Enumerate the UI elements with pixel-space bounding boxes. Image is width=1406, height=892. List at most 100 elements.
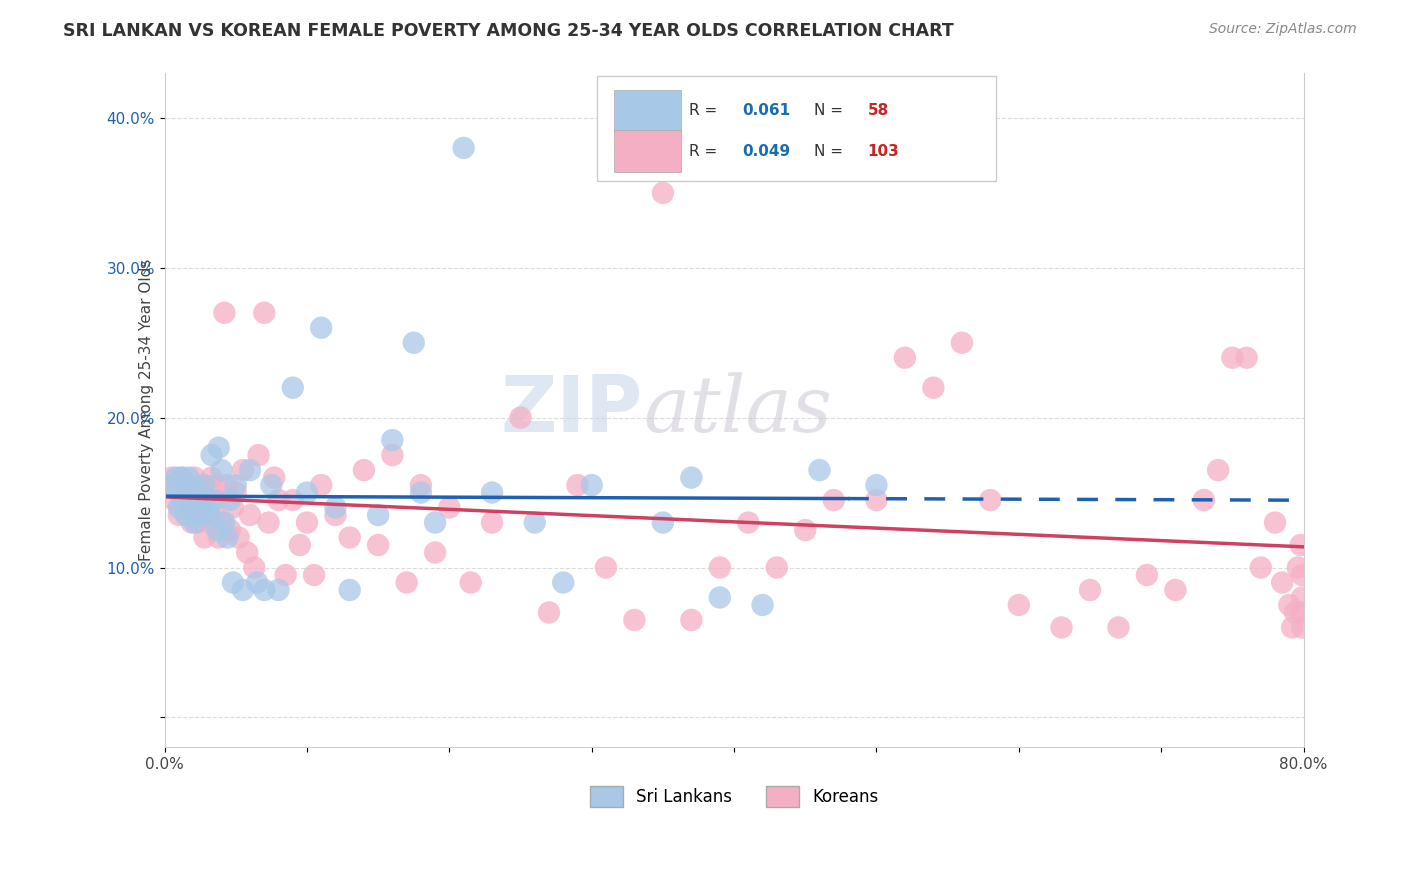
Y-axis label: Female Poverty Among 25-34 Year Olds: Female Poverty Among 25-34 Year Olds xyxy=(139,259,153,561)
Text: Source: ZipAtlas.com: Source: ZipAtlas.com xyxy=(1209,22,1357,37)
Point xyxy=(167,500,190,515)
Point xyxy=(623,613,645,627)
Point xyxy=(208,531,231,545)
Point xyxy=(167,485,190,500)
Point xyxy=(172,493,194,508)
Point xyxy=(239,508,262,522)
Point xyxy=(1222,351,1244,365)
Point xyxy=(453,141,475,155)
Text: R =: R = xyxy=(689,144,717,159)
Point xyxy=(381,448,404,462)
Point xyxy=(207,523,229,537)
Point xyxy=(170,470,193,484)
Point xyxy=(681,613,703,627)
Point xyxy=(537,606,560,620)
Point xyxy=(188,485,211,500)
Point xyxy=(204,493,226,508)
Point xyxy=(217,531,239,545)
Point xyxy=(219,523,242,537)
Point xyxy=(246,575,269,590)
Point xyxy=(339,531,361,545)
Point xyxy=(309,478,332,492)
Point xyxy=(1236,351,1258,365)
Point xyxy=(1264,516,1286,530)
Point xyxy=(1289,538,1312,552)
Point xyxy=(481,485,503,500)
Point xyxy=(191,478,214,492)
Point xyxy=(1278,598,1301,612)
Point xyxy=(177,470,200,484)
Point xyxy=(1008,598,1031,612)
Point xyxy=(1107,620,1129,634)
Point xyxy=(165,478,187,492)
Point xyxy=(260,478,283,492)
Point xyxy=(1291,591,1313,605)
Point xyxy=(217,478,239,492)
Point xyxy=(1164,582,1187,597)
Point xyxy=(409,485,432,500)
Point xyxy=(181,493,204,508)
Point xyxy=(1250,560,1272,574)
Point xyxy=(681,470,703,484)
Point xyxy=(257,516,280,530)
Point xyxy=(1271,575,1294,590)
Point xyxy=(894,351,917,365)
Text: N =: N = xyxy=(814,103,842,119)
Point xyxy=(339,582,361,597)
FancyBboxPatch shape xyxy=(598,77,995,181)
Point xyxy=(195,500,218,515)
Point xyxy=(353,463,375,477)
Point xyxy=(165,470,187,484)
Point xyxy=(167,485,190,500)
Point xyxy=(709,560,731,574)
Text: SRI LANKAN VS KOREAN FEMALE POVERTY AMONG 25-34 YEAR OLDS CORRELATION CHART: SRI LANKAN VS KOREAN FEMALE POVERTY AMON… xyxy=(63,22,955,40)
Point xyxy=(188,493,211,508)
Point xyxy=(225,485,247,500)
Point xyxy=(194,493,217,508)
Point xyxy=(751,598,773,612)
Text: 103: 103 xyxy=(868,144,898,159)
Point xyxy=(253,306,276,320)
Point xyxy=(179,485,201,500)
Point xyxy=(177,493,200,508)
Point xyxy=(267,582,290,597)
Text: atlas: atlas xyxy=(643,372,832,449)
Point xyxy=(402,335,425,350)
Point xyxy=(309,320,332,334)
Point xyxy=(205,478,228,492)
Point xyxy=(222,575,245,590)
Point xyxy=(236,545,259,559)
Point xyxy=(1078,582,1101,597)
Point xyxy=(202,493,225,508)
Point xyxy=(167,508,190,522)
Point xyxy=(173,500,195,515)
Point xyxy=(709,591,731,605)
Point xyxy=(567,478,589,492)
FancyBboxPatch shape xyxy=(614,130,681,172)
Point xyxy=(1192,493,1215,508)
Point xyxy=(191,508,214,522)
Point xyxy=(409,478,432,492)
Point xyxy=(1281,620,1303,634)
Point xyxy=(509,410,531,425)
Point xyxy=(174,478,197,492)
Point xyxy=(160,478,183,492)
Point xyxy=(195,500,218,515)
Point xyxy=(1286,560,1309,574)
Point xyxy=(281,381,304,395)
Point xyxy=(295,516,318,530)
Point xyxy=(1050,620,1073,634)
Point xyxy=(367,508,389,522)
Point xyxy=(651,516,673,530)
Point xyxy=(193,478,215,492)
Point xyxy=(183,470,205,484)
Point xyxy=(423,516,446,530)
Point xyxy=(211,516,233,530)
Point xyxy=(808,463,831,477)
Point xyxy=(737,516,759,530)
Point xyxy=(1291,606,1313,620)
Point xyxy=(274,568,297,582)
Point xyxy=(184,493,207,508)
Point xyxy=(157,478,180,492)
Point xyxy=(281,493,304,508)
